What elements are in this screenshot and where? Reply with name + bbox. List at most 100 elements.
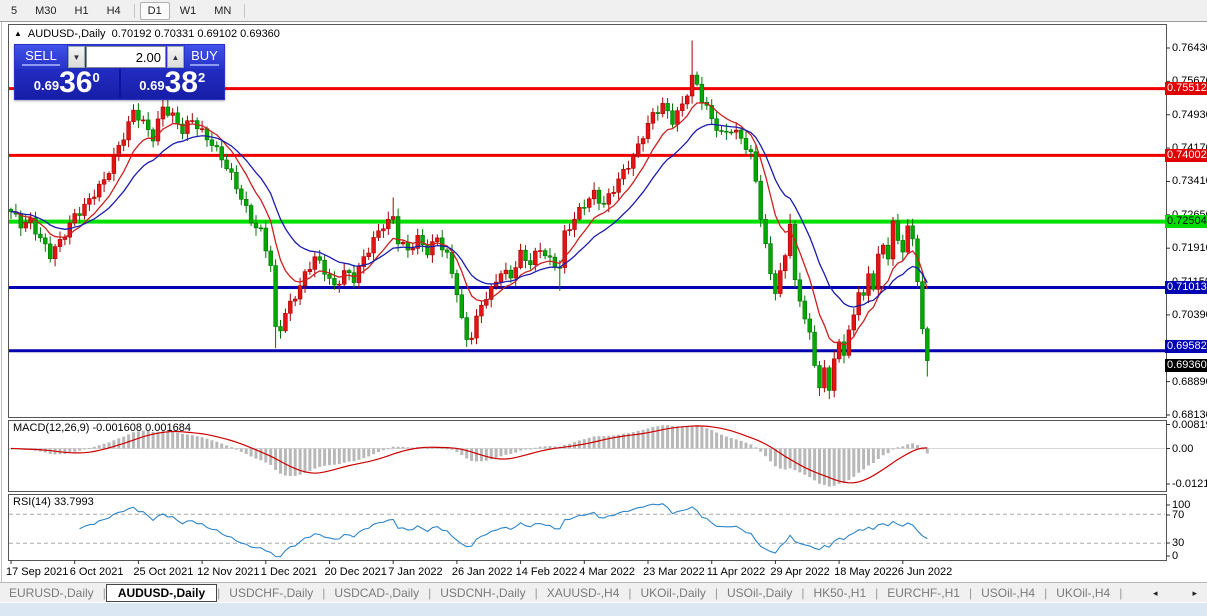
candle-body[interactable] — [38, 233, 43, 239]
candle-body[interactable] — [444, 249, 450, 253]
candle-body[interactable] — [547, 255, 553, 258]
candle-body[interactable] — [856, 292, 861, 316]
symbol-collapse-icon[interactable]: ▲ — [14, 29, 22, 38]
candle-body[interactable] — [748, 149, 754, 153]
candle-body[interactable] — [366, 252, 371, 257]
timeframe-button-5[interactable]: 5 — [11, 4, 18, 17]
candle-body[interactable] — [67, 222, 73, 238]
candle-body[interactable] — [430, 241, 435, 256]
candle-body[interactable] — [47, 243, 53, 260]
candle-body[interactable] — [699, 83, 705, 103]
candle-body[interactable] — [405, 241, 411, 251]
candle-body[interactable] — [170, 112, 175, 116]
tab-ukoil-h4[interactable]: UKOil-,H4 — [1056, 586, 1111, 600]
tab-usdchf-daily[interactable]: USDCHF-,Daily — [229, 586, 314, 600]
candle-body[interactable] — [77, 213, 82, 216]
candle-body[interactable] — [836, 341, 842, 360]
candle-body[interactable] — [351, 272, 357, 283]
candle-body[interactable] — [797, 279, 803, 302]
candle-body[interactable] — [871, 273, 876, 290]
candle-body[interactable] — [150, 129, 156, 142]
candle-body[interactable] — [655, 112, 661, 114]
candle-body[interactable] — [283, 312, 288, 332]
candle-body[interactable] — [278, 326, 283, 332]
candle-body[interactable] — [738, 129, 744, 139]
tab-usdcad-daily[interactable]: USDCAD-,Daily — [334, 586, 420, 600]
candle-body[interactable] — [689, 74, 695, 97]
candle-body[interactable] — [537, 250, 543, 252]
candle-body[interactable] — [288, 300, 293, 314]
candle-body[interactable] — [782, 255, 788, 272]
candle-body[interactable] — [586, 198, 592, 208]
candle-body[interactable] — [905, 225, 910, 253]
volume-increase-button[interactable]: ▲ — [167, 46, 184, 68]
candle-body[interactable] — [640, 138, 646, 145]
candle-body[interactable] — [92, 196, 97, 199]
candle-body[interactable] — [582, 207, 587, 209]
timeframe-button-m30[interactable]: M30 — [35, 4, 57, 17]
candle-body[interactable] — [297, 285, 303, 300]
candle-body[interactable] — [724, 130, 729, 133]
candle-body[interactable] — [503, 269, 509, 275]
candle-body[interactable] — [224, 159, 229, 170]
candle-body[interactable] — [880, 244, 886, 255]
candle-body[interactable] — [650, 112, 656, 124]
candle-body[interactable] — [910, 225, 915, 240]
candle-body[interactable] — [43, 237, 48, 245]
candle-body[interactable] — [258, 227, 264, 230]
timeframe-button-h4[interactable]: H4 — [106, 4, 121, 17]
candle-body[interactable] — [190, 120, 195, 122]
candle-body[interactable] — [121, 139, 126, 146]
candle-body[interactable] — [141, 119, 146, 122]
candle-body[interactable] — [591, 189, 597, 200]
candle-body[interactable] — [97, 183, 102, 198]
candle-body[interactable] — [621, 168, 626, 180]
candle-body[interactable] — [106, 173, 112, 180]
candle-body[interactable] — [660, 103, 665, 114]
candle-body[interactable] — [175, 112, 180, 125]
candle-body[interactable] — [577, 207, 582, 220]
candle-body[interactable] — [675, 110, 680, 125]
candle-body[interactable] — [670, 110, 675, 125]
candle-body[interactable] — [631, 155, 636, 169]
candle-body[interactable] — [792, 224, 798, 281]
candle-body[interactable] — [72, 213, 77, 224]
candle-body[interactable] — [386, 218, 391, 230]
tab-audusd-daily[interactable]: AUDUSD-,Daily — [105, 584, 218, 602]
candle-body[interactable] — [523, 249, 528, 261]
candle-body[interactable] — [822, 367, 827, 389]
candle-body[interactable] — [920, 281, 925, 330]
timeframe-button-d1[interactable]: D1 — [139, 1, 170, 20]
candle-body[interactable] — [395, 216, 401, 245]
candle-body[interactable] — [420, 235, 425, 246]
candle-body[interactable] — [199, 128, 205, 130]
candle-body[interactable] — [626, 168, 631, 170]
candle-body[interactable] — [709, 105, 714, 120]
candle-body[interactable] — [52, 246, 58, 260]
candle-body[interactable] — [160, 106, 166, 120]
candle-body[interactable] — [890, 220, 896, 260]
candle-body[interactable] — [773, 273, 778, 294]
tab-eurusd-daily[interactable]: EURUSD-,Daily — [9, 586, 94, 600]
candle-body[interactable] — [763, 219, 768, 244]
candle-body[interactable] — [244, 199, 249, 206]
candle-body[interactable] — [606, 193, 612, 205]
candle-body[interactable] — [341, 270, 347, 285]
candle-body[interactable] — [758, 180, 763, 220]
candle-body[interactable] — [33, 217, 38, 235]
candle-body[interactable] — [253, 222, 259, 229]
candle-body[interactable] — [322, 259, 327, 275]
candle-body[interactable] — [611, 192, 616, 194]
candle-body[interactable] — [900, 240, 906, 253]
candle-body[interactable] — [768, 243, 773, 274]
candle-body[interactable] — [596, 189, 602, 204]
candle-body[interactable] — [645, 122, 651, 139]
tab-scroll-right-icon[interactable]: ▸ — [1192, 587, 1197, 598]
candle-body[interactable] — [454, 273, 460, 296]
candle-body[interactable] — [410, 248, 415, 251]
timeframe-button-mn[interactable]: MN — [214, 4, 232, 17]
candle-body[interactable] — [562, 230, 567, 268]
candle-body[interactable] — [925, 328, 930, 361]
candle-body[interactable] — [185, 120, 190, 134]
